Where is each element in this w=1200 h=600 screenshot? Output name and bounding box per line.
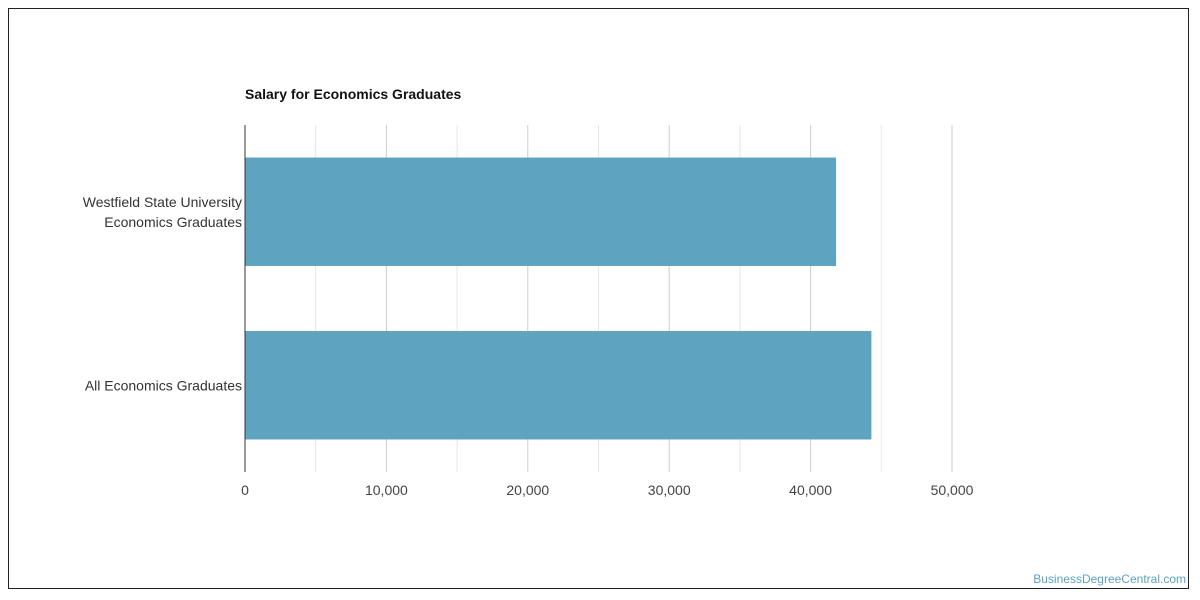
watermark: BusinessDegreeCentral.com bbox=[1033, 572, 1186, 586]
category-label-1-line-0: All Economics Graduates bbox=[85, 377, 242, 393]
bar-0 bbox=[245, 157, 837, 266]
x-tick-label-3: 30,000 bbox=[648, 482, 691, 498]
x-tick-label-1: 10,000 bbox=[365, 482, 408, 498]
x-axis-ticks: 0 10,000 20,000 30,000 40,000 50,000 bbox=[241, 482, 974, 498]
x-tick-label-5: 50,000 bbox=[931, 482, 974, 498]
category-labels: Westfield State University Economics Grad… bbox=[83, 194, 242, 394]
chart-title: Salary for Economics Graduates bbox=[245, 86, 462, 102]
category-label-0-line-1: Economics Graduates bbox=[104, 214, 242, 230]
bar-1 bbox=[245, 331, 872, 440]
bars bbox=[245, 157, 872, 440]
x-tick-label-2: 20,000 bbox=[506, 482, 549, 498]
category-label-0-line-0: Westfield State University bbox=[83, 194, 242, 210]
x-tick-label-4: 40,000 bbox=[789, 482, 832, 498]
x-tick-label-0: 0 bbox=[241, 482, 249, 498]
